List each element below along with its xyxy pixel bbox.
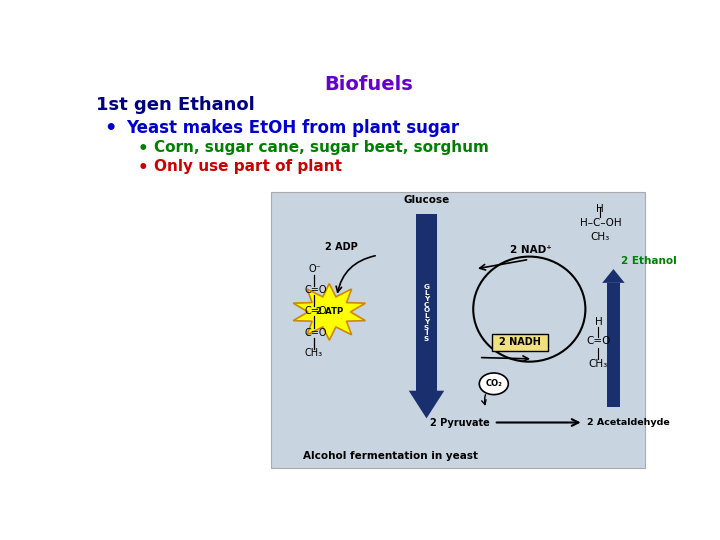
Text: CO₂: CO₂: [485, 379, 503, 388]
Text: G
L
Y
C
O
L
Y
S
I
S: G L Y C O L Y S I S: [423, 285, 430, 342]
Text: Only use part of plant: Only use part of plant: [154, 159, 342, 174]
Text: CH₃: CH₃: [590, 232, 610, 242]
FancyBboxPatch shape: [416, 214, 437, 391]
Text: Glucose: Glucose: [403, 195, 449, 205]
Text: C=O: C=O: [305, 285, 328, 295]
Text: 2 NAD⁺: 2 NAD⁺: [510, 245, 552, 255]
Polygon shape: [293, 284, 365, 340]
Text: 2 Pyruvate: 2 Pyruvate: [431, 417, 490, 428]
Text: H: H: [595, 316, 603, 327]
Text: C=O: C=O: [586, 336, 611, 346]
Text: 2 Ethanol: 2 Ethanol: [621, 256, 677, 266]
Text: 2 NADH: 2 NADH: [499, 338, 541, 347]
Text: Biofuels: Biofuels: [325, 75, 413, 94]
Text: Alcohol fermentation in yeast: Alcohol fermentation in yeast: [304, 451, 479, 461]
Text: O⁻: O⁻: [309, 264, 322, 274]
FancyBboxPatch shape: [271, 192, 645, 468]
Text: •: •: [138, 159, 148, 177]
Text: Corn, sugar cane, sugar beet, sorghum: Corn, sugar cane, sugar beet, sorghum: [154, 140, 489, 154]
Text: 2 Acetaldehyde: 2 Acetaldehyde: [588, 418, 670, 427]
FancyBboxPatch shape: [492, 334, 549, 351]
Text: H–C–OH: H–C–OH: [580, 218, 621, 228]
Text: CH₃: CH₃: [305, 348, 323, 359]
Text: C=O: C=O: [305, 306, 328, 315]
Text: 1st gen Ethanol: 1st gen Ethanol: [96, 96, 254, 114]
Polygon shape: [409, 391, 444, 418]
Circle shape: [480, 373, 508, 395]
Text: C=O: C=O: [305, 328, 328, 338]
Text: CH₃: CH₃: [589, 360, 608, 369]
Text: 2 ADP: 2 ADP: [325, 242, 357, 252]
Text: Yeast makes EtOH from plant sugar: Yeast makes EtOH from plant sugar: [126, 119, 459, 137]
Text: H: H: [596, 204, 604, 214]
Text: 2 ATP: 2 ATP: [315, 307, 343, 316]
Polygon shape: [602, 269, 625, 283]
FancyBboxPatch shape: [607, 283, 620, 407]
Text: •: •: [138, 140, 148, 158]
Text: •: •: [104, 119, 117, 138]
